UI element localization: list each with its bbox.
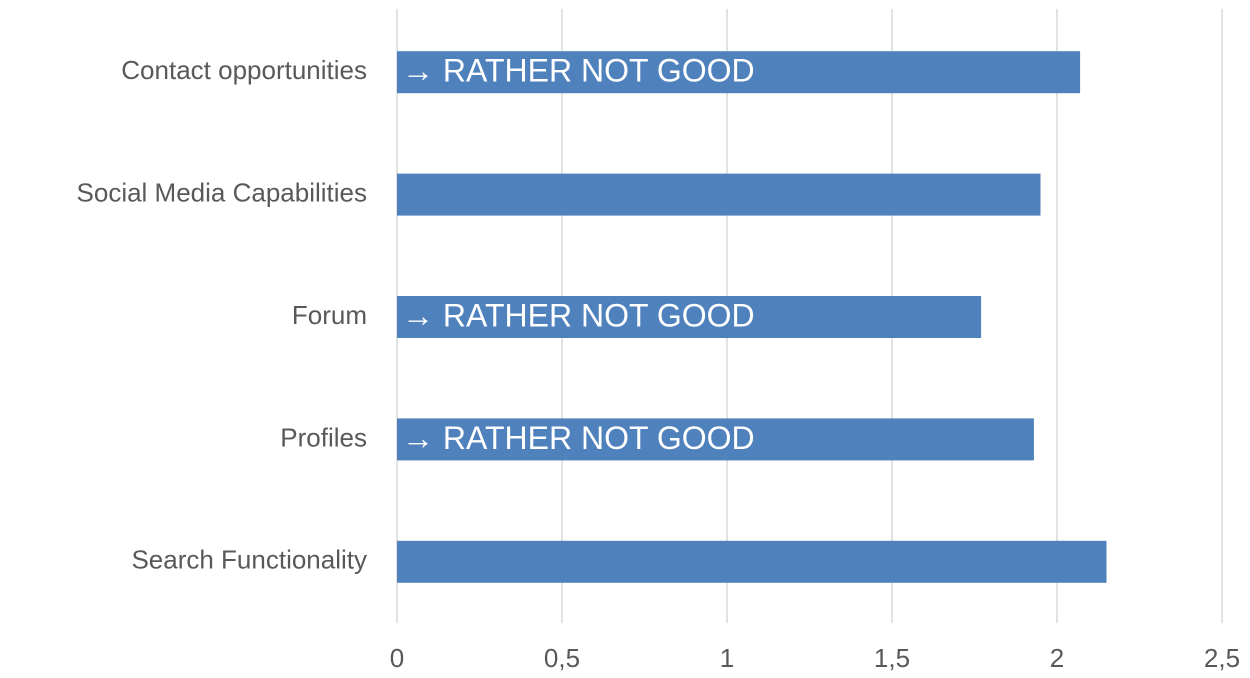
category-label: Social Media Capabilities <box>77 177 367 207</box>
x-tick-label: 2 <box>1050 643 1064 673</box>
annotation: → RATHER NOT GOOD <box>402 53 755 89</box>
bar <box>397 540 1107 583</box>
x-tick-label: 0 <box>390 643 404 673</box>
x-tick-label: 1,5 <box>874 643 910 673</box>
category-label: Search Functionality <box>131 545 367 575</box>
category-label: Forum <box>292 300 367 330</box>
x-tick-label: 1 <box>720 643 734 673</box>
bar <box>397 418 1034 461</box>
bar <box>397 51 1081 94</box>
bar <box>397 173 1041 216</box>
annotation: → RATHER NOT GOOD <box>402 297 755 333</box>
category-label: Contact opportunities <box>121 55 367 85</box>
annotation: → RATHER NOT GOOD <box>402 420 755 456</box>
x-tick-label: 2,5 <box>1204 643 1240 673</box>
x-tick-label: 0,5 <box>544 643 580 673</box>
category-label: Profiles <box>280 422 367 452</box>
bar <box>397 296 982 338</box>
